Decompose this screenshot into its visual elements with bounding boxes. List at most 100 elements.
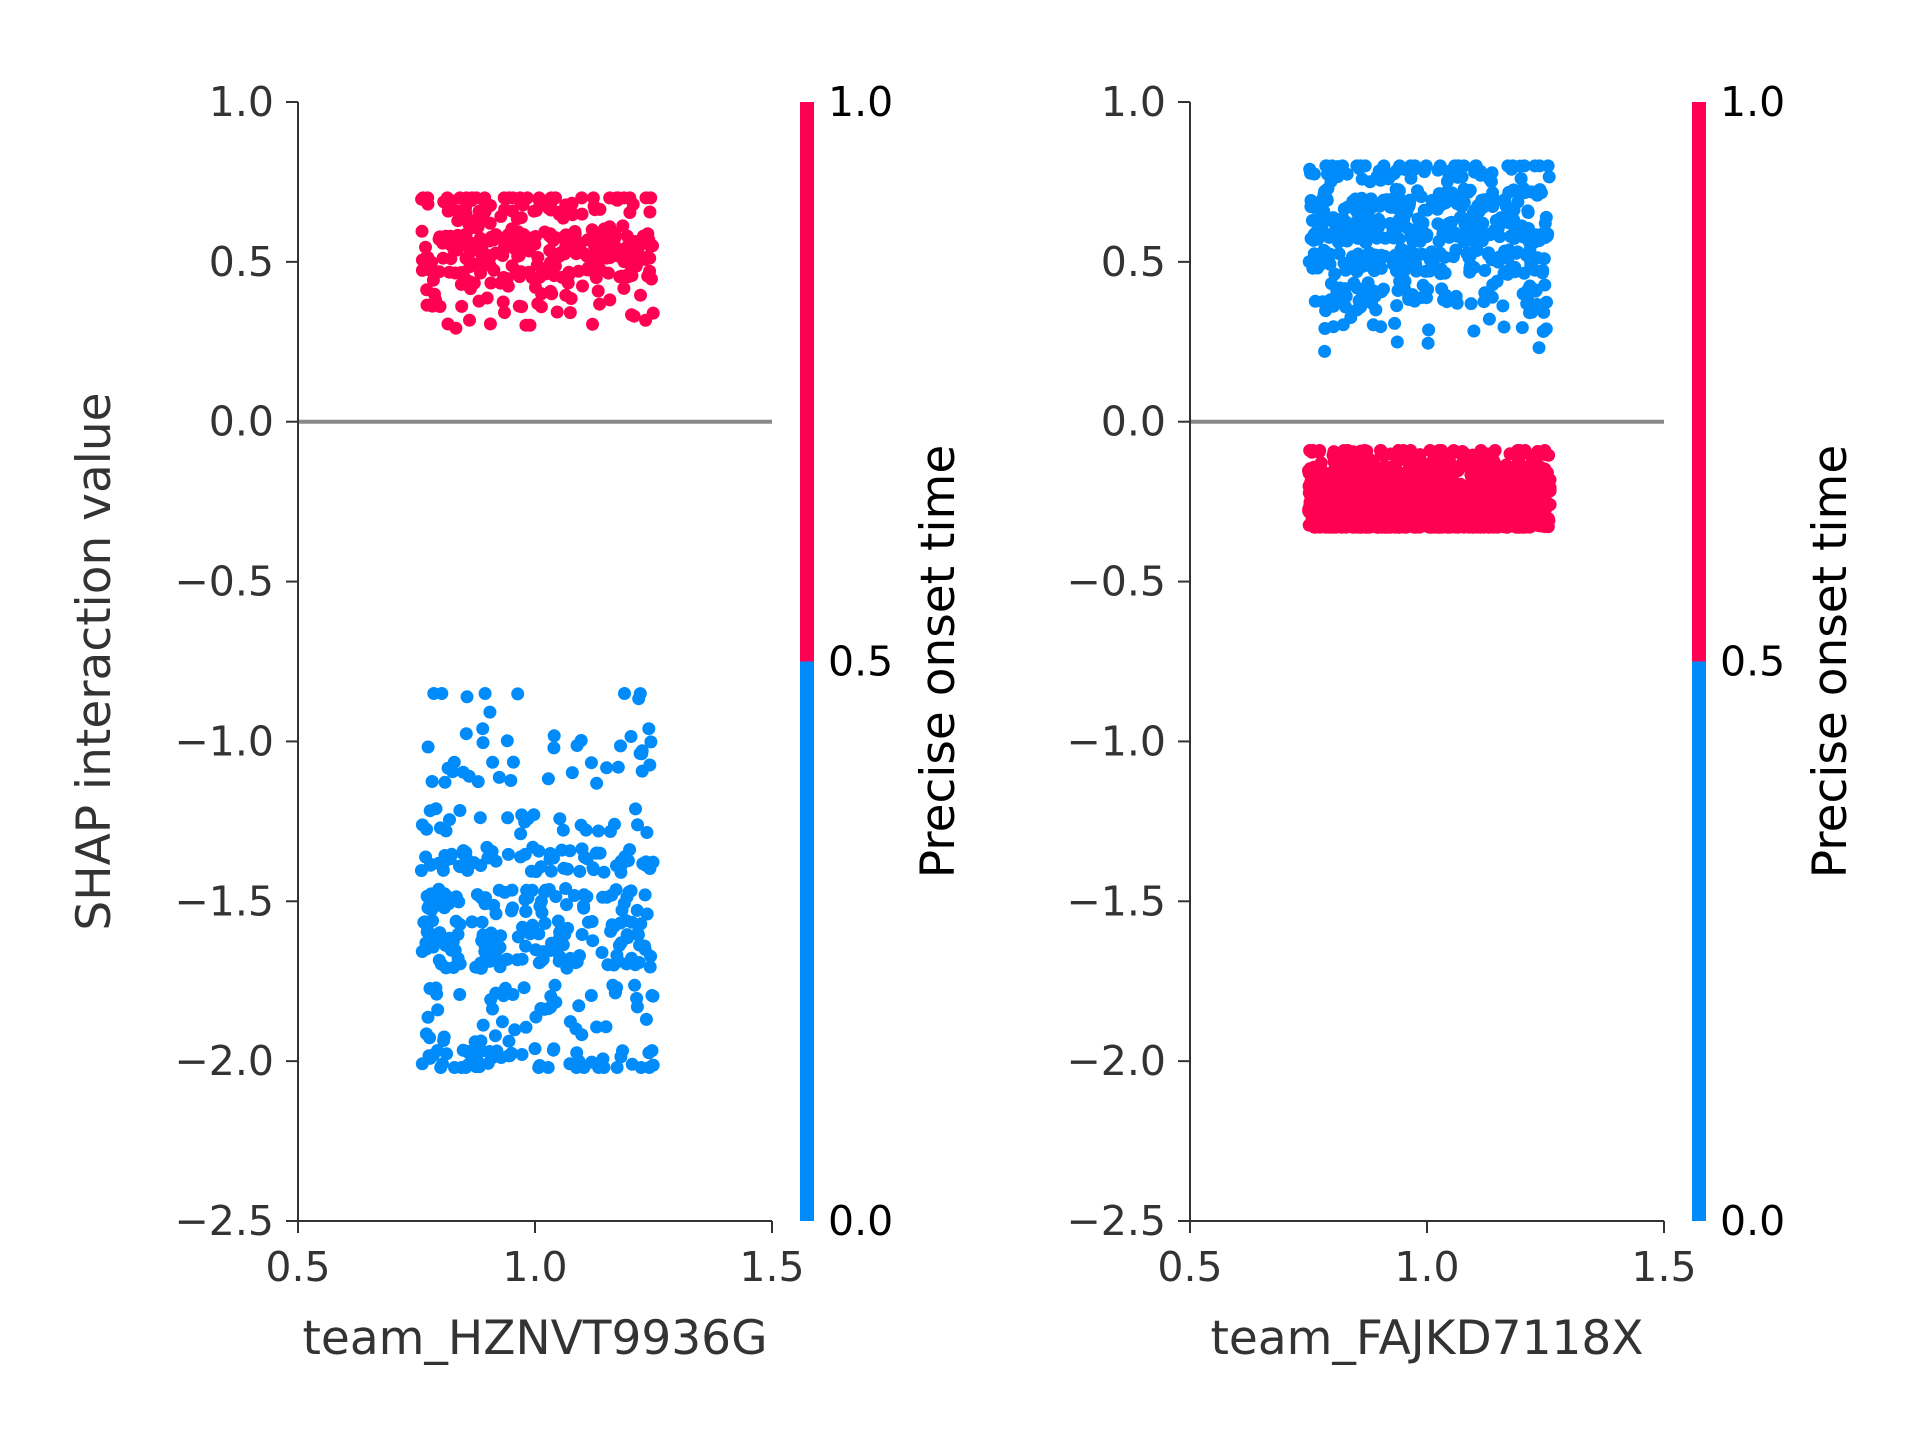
data-point (415, 224, 429, 238)
data-point (603, 251, 617, 265)
data-point (508, 1023, 522, 1037)
data-point (505, 904, 518, 918)
x-tick-label: 1.0 (502, 1243, 567, 1291)
colorbar-label: Precise onset time (1803, 445, 1858, 878)
data-point (1538, 231, 1552, 245)
colorbar-tick-label: 0.5 (828, 638, 893, 686)
data-point (423, 263, 437, 277)
data-point (1378, 249, 1392, 263)
data-point (444, 762, 458, 775)
data-point (1516, 287, 1530, 301)
data-point (586, 317, 599, 331)
scatter-points (414, 191, 660, 1074)
data-point (500, 272, 514, 286)
data-point (556, 823, 570, 837)
data-point (586, 934, 600, 948)
data-point (547, 729, 561, 743)
data-point (1440, 175, 1454, 188)
data-point (632, 692, 646, 706)
data-point (1533, 183, 1547, 197)
data-point (505, 1046, 519, 1060)
data-point (1536, 491, 1550, 504)
data-point (549, 890, 563, 903)
data-point (599, 1020, 613, 1034)
data-point (439, 961, 453, 975)
data-point (591, 824, 605, 838)
data-point (1330, 292, 1344, 305)
data-point (443, 813, 456, 827)
data-point (520, 191, 534, 205)
data-point (1422, 323, 1436, 337)
x-axis-label: team_FAJKD7118X (1211, 1311, 1644, 1366)
data-point (570, 1061, 583, 1074)
data-point (1417, 165, 1431, 179)
data-point (549, 231, 563, 245)
data-point (1518, 514, 1532, 528)
data-point (533, 270, 547, 284)
data-point (474, 961, 488, 975)
data-point (547, 741, 561, 755)
data-point (494, 929, 508, 943)
data-point (1511, 245, 1525, 259)
data-point (1408, 159, 1422, 173)
data-point (1352, 294, 1366, 308)
y-tick-label: −2.5 (1066, 1197, 1166, 1245)
data-point (575, 207, 589, 221)
data-point (1500, 503, 1514, 517)
data-point (1440, 185, 1454, 199)
data-point (614, 936, 628, 950)
data-point (640, 234, 654, 248)
data-point (415, 818, 429, 832)
data-point (631, 928, 645, 942)
data-point (603, 825, 617, 838)
data-point (643, 251, 657, 265)
data-point (593, 297, 607, 311)
data-point (1450, 296, 1464, 310)
y-tick-label: −0.5 (1066, 558, 1166, 606)
data-point (643, 758, 657, 772)
data-point (514, 850, 528, 864)
data-point (1466, 206, 1480, 220)
data-point (1354, 159, 1368, 173)
data-point (575, 191, 589, 205)
data-point (1497, 320, 1511, 334)
data-point (416, 191, 430, 205)
data-point (1497, 266, 1511, 280)
x-tick-label: 1.5 (739, 1243, 804, 1291)
data-point (423, 927, 437, 941)
data-point (459, 845, 473, 859)
data-point (1442, 230, 1456, 244)
data-point (1388, 316, 1402, 330)
data-point (570, 739, 584, 752)
data-point (1389, 201, 1403, 215)
data-point (1407, 230, 1421, 244)
data-point (465, 915, 479, 929)
data-point (639, 858, 653, 872)
data-point (427, 687, 441, 700)
data-point (534, 300, 548, 314)
data-point (518, 815, 532, 829)
data-point (643, 960, 657, 974)
colorbar-tick-label: 1.0 (1720, 78, 1785, 126)
data-point (514, 827, 528, 841)
data-point (498, 885, 512, 899)
data-point (493, 960, 507, 974)
data-point (1395, 472, 1409, 486)
data-point (642, 722, 656, 736)
colorbar-high-segment (800, 102, 814, 662)
data-point (1306, 261, 1320, 275)
data-point (593, 263, 607, 277)
data-point (584, 263, 597, 277)
data-point (1418, 496, 1432, 510)
scatter-points (1302, 159, 1557, 534)
data-point (478, 214, 491, 228)
data-point (1324, 175, 1338, 188)
data-point (1498, 244, 1512, 258)
data-point (429, 981, 443, 995)
data-point (1488, 444, 1502, 457)
data-point (1326, 320, 1340, 334)
data-point (1337, 444, 1351, 457)
data-point (476, 722, 490, 736)
data-point (501, 847, 515, 861)
data-point (459, 1061, 473, 1074)
